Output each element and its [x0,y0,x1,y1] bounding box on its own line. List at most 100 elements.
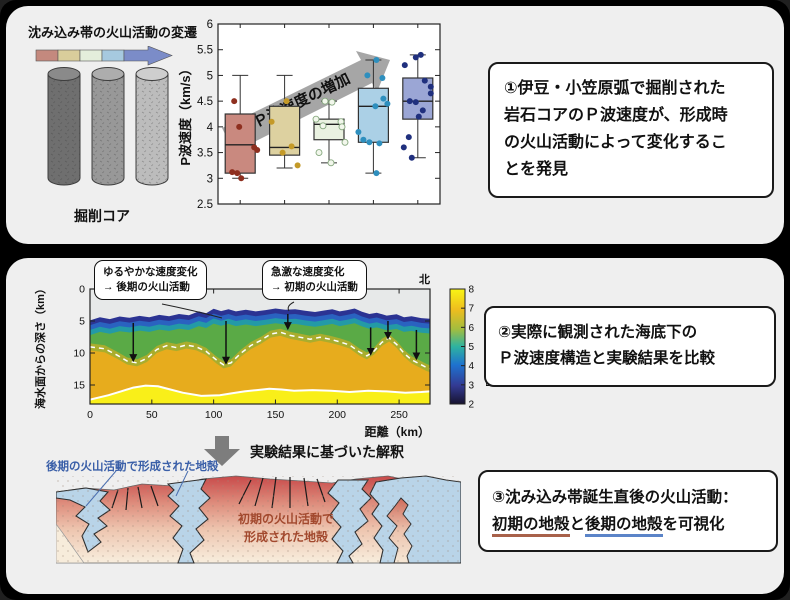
colorbar-tick-label: 2 [469,400,475,411]
data-point [380,95,387,102]
data-point [417,51,424,58]
colorbar-tick-label: 7 [469,304,475,315]
note-finding-1: ①伊豆・小笠原弧で掘削された 岩石コアのＰ波速度が、形成時 の火山活動によって変… [488,62,774,198]
data-point [338,123,346,131]
note1-line: ①伊豆・小笠原弧で掘削された [504,80,726,97]
early-crust-label: 初期の火山活動で 形成された地殻 [201,510,371,546]
callout-line: ゆるやかな速度変化 [103,266,198,278]
late-crust-term: 後期の地殻 [585,516,663,538]
y-tick-label: 5.5 [197,45,213,57]
data-point [415,113,422,120]
late-label-leader-lines [85,470,189,507]
data-point [312,115,320,123]
x-tick-label: 100 [205,409,223,421]
x-tick-label: 50 [146,409,158,421]
y-tick-label: 5 [79,316,85,328]
data-point [341,138,349,146]
data-point [427,83,434,90]
data-point [364,72,371,79]
callout-rapid-change: 急激な速度変化 → 初期の火山活動 [262,260,367,301]
colorbar-tick-label: 4 [469,361,475,372]
late-crust-label: 後期の火山活動で形成された地殻 [46,461,219,473]
data-point [406,98,413,105]
data-point [405,134,412,141]
data-point [234,170,241,177]
callout-line: 急激な速度変化 [271,266,345,278]
early-crust-label-line: 初期の火山活動で [237,512,334,526]
volcanism-transition-title: 沈み込み帯の火山活動の変遷 [28,25,198,40]
data-point [373,170,380,177]
note1-line: とを発見 [504,160,569,178]
x-tick-label: 200 [329,409,347,421]
x-tick-label: 0 [87,409,93,421]
interpretation-arrow-label: 実験結果に基づいた解釈 [250,444,404,460]
section-xlabel: 距離（km） [365,424,430,439]
texture-overlay [56,476,461,563]
data-point [268,118,275,125]
data-point [379,75,386,81]
x-tick-label: 150 [267,409,285,421]
data-point [294,162,301,169]
colorbar-tick-label: 8 [469,285,475,296]
boxplot-boxes [224,51,434,182]
box [402,77,434,120]
note2-line: Ｐ波速度構造と実験結果を比較 [498,350,716,368]
data-point [372,103,379,110]
y-tick-label: 0 [79,284,85,296]
data-point [288,143,295,150]
data-point [401,62,408,69]
data-point [236,123,243,130]
data-point [254,147,261,153]
section-frame [89,288,431,405]
data-point [279,149,286,156]
note-finding-2: ②実際に観測された海底下の Ｐ波速度構造と実験結果を比較 [484,306,776,387]
note2-line: ②実際に観測された海底下の [498,324,698,341]
data-point [321,97,329,105]
box [224,113,256,174]
data-point [328,98,336,106]
callout-line: → 初期の火山活動 [271,281,358,294]
y-tick-label: 6 [207,19,213,31]
colorbar-ticks: 8 7 6 5 4 3 2 [461,285,475,411]
note-finding-3: ③沈み込み帯誕生直後の火山活動： 初期の地殻と後期の地殻を可視化 [478,470,778,553]
data-point [408,154,415,161]
data-point [327,159,335,167]
callout-leader [161,303,223,319]
y-tick-label: 2.5 [197,199,213,211]
velocity-increase-arrow-icon [222,51,390,152]
data-point [319,122,327,130]
velocity-layer [90,335,430,404]
callout-leader [287,301,295,312]
y-tick-label: 15 [73,380,85,392]
data-point [419,107,426,114]
data-point [355,129,362,135]
data-point [384,100,391,107]
interpretation-down-arrow-icon [204,436,240,466]
y-tick-label: 3.5 [197,148,213,160]
data-point [376,140,383,147]
section-ylabel: 海水面からの深さ（km） [33,283,47,409]
data-point [229,169,236,176]
section-annotations [129,301,421,365]
crust-interpretation-diagram [56,470,461,564]
early-crust-label-line: 形成された地殻 [243,530,328,544]
colorbar-tick-label: 5 [469,342,475,353]
boxplot-ylabel: P波速度（km/s） [178,62,193,165]
drill-cores-illustration [47,67,169,186]
core-label: 掘削コア [74,208,130,224]
data-point [427,90,434,97]
note1-line: の火山活動によって変化するこ [504,133,727,151]
data-point [400,144,407,151]
callout-line: → 後期の火山活動 [103,281,190,294]
x-tick-label: 250 [390,409,408,421]
y-tick-label: 4.5 [197,96,213,108]
y-tick-label: 4 [207,122,214,134]
note3-line2: 初期の地殻と後期の地殻を可視化 [492,511,764,538]
pwave-boxplot: Ｐ波速度の増加 P波速度（km/s） 2.533.544.555.56 [178,19,441,211]
basement-top-line [90,384,430,401]
panel-core-experiment: 沈み込み帯の火山活動の変遷 [6,6,784,244]
